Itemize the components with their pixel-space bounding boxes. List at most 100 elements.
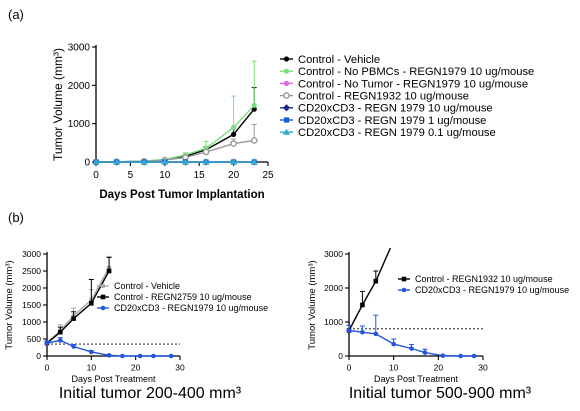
y-tick-label: 1000 <box>22 317 41 327</box>
legend-label: CD20xCD3 - REGN1979 10 ug/mouse <box>415 285 569 295</box>
legend-label: Control - REGN1932 10 ug/mouse <box>415 274 553 284</box>
panel-label-b: (b) <box>8 210 24 225</box>
data-point <box>89 301 94 306</box>
y-tick-label: 2000 <box>324 283 343 293</box>
x-axis-title: Days Post Treatment <box>374 374 459 384</box>
data-point <box>202 148 210 156</box>
x-tick-label: 20 <box>131 363 141 373</box>
y-axis-title: Tumor Volume (mm³) <box>307 260 318 349</box>
legend-label: CD20xCD3 - REGN 1979 0.1 ug/mouse <box>298 127 496 139</box>
legend-marker <box>401 287 407 293</box>
caption-right: Initial tumor 500-900 mm³ <box>349 385 532 402</box>
legend-marker <box>282 104 291 112</box>
x-tick-label: 5 <box>128 170 134 181</box>
data-point <box>71 316 76 321</box>
data-point <box>58 329 63 335</box>
series-line <box>46 270 110 344</box>
data-point <box>140 158 148 165</box>
y-tick-label: 2000 <box>68 81 91 92</box>
data-point <box>137 353 143 359</box>
data-point <box>391 238 396 243</box>
y-tick-label: 2500 <box>22 266 41 276</box>
data-point <box>409 346 414 351</box>
legend-marker <box>283 92 290 99</box>
data-point <box>230 140 237 147</box>
y-tick-label: 1000 <box>324 317 343 327</box>
legend-label: CD20xCD3 - REGN 1979 1 ug/mouse <box>298 115 486 127</box>
chart-panel-b-right: 0 1000 2000 3000 0 10 20 30 Days Post Treatment T… <box>307 238 569 384</box>
legend-marker <box>282 128 291 135</box>
data-point <box>113 158 121 165</box>
legend-label: CD20xCD3 - REGN1979 10 ug/mouse <box>114 303 268 313</box>
data-point <box>120 353 125 359</box>
y-axis-title: Tumor Volume (mm³) <box>51 48 65 161</box>
legend-marker <box>283 68 290 74</box>
data-point <box>161 158 169 165</box>
chart-panel-a: 0 1000 2000 3000 0 5 10 15 20 25 Days Post Tumor I… <box>51 43 534 202</box>
x-tick-label: 20 <box>228 170 240 181</box>
series-line <box>348 248 392 331</box>
data-point <box>391 341 396 347</box>
data-point <box>71 344 76 349</box>
data-point <box>250 137 258 144</box>
legend-label: Control - REGN2759 10 ug/mouse <box>114 292 252 302</box>
legend-marker <box>401 276 407 282</box>
data-point <box>230 158 238 165</box>
data-point <box>181 158 190 165</box>
caption-left: Initial tumor 200-400 mm³ <box>59 385 242 402</box>
x-tick-label: 0 <box>347 363 352 373</box>
y-tick-label: 3000 <box>68 43 91 54</box>
y-tick-label: 0 <box>36 351 41 361</box>
data-point <box>471 353 477 359</box>
data-point <box>89 349 94 355</box>
chart-panel-b-left: 0 500 1000 1500 2000 2500 3000 0 10 20 30 Days Post… <box>4 249 268 384</box>
data-point <box>231 124 237 131</box>
y-tick-label: 1000 <box>68 119 91 130</box>
data-point <box>251 106 257 112</box>
y-tick-label: 500 <box>27 334 41 344</box>
y-tick-label: 1500 <box>22 300 41 310</box>
legend-marker <box>100 283 106 289</box>
series-line <box>95 104 255 163</box>
x-tick-label: 30 <box>175 363 185 373</box>
x-tick-label: 15 <box>194 170 206 181</box>
legend-marker <box>283 56 290 62</box>
data-point <box>346 328 352 333</box>
plot-area <box>346 238 477 359</box>
y-tick-label: 2000 <box>22 283 41 293</box>
data-point <box>251 102 257 108</box>
series-line <box>348 329 475 357</box>
data-point <box>202 158 210 165</box>
legend-marker <box>100 305 106 311</box>
panel-label-a: (a) <box>8 7 24 22</box>
data-point <box>250 158 258 165</box>
x-axis-title: Days Post Tumor Implantation <box>99 189 264 201</box>
data-point <box>168 353 174 359</box>
series-line <box>95 108 255 163</box>
x-tick-label: 30 <box>478 363 488 373</box>
x-tick-label: 25 <box>262 170 274 181</box>
legend-label: Control - Vehicle <box>298 54 380 66</box>
data-point <box>458 353 463 359</box>
data-point <box>440 353 446 358</box>
data-point <box>92 158 100 165</box>
y-axis-title: Tumor Volume (mm³) <box>4 260 15 349</box>
data-point <box>44 340 50 346</box>
legend-label: Control - No Tumor - REGN1979 10 ug/mous… <box>298 78 528 90</box>
data-point <box>360 302 365 308</box>
x-tick-label: 0 <box>93 170 99 181</box>
plot-area <box>44 255 174 359</box>
plot-area <box>92 60 258 166</box>
x-tick-label: 10 <box>159 170 171 181</box>
y-tick-label: 0 <box>84 158 90 169</box>
y-tick-label: 0 <box>338 351 343 361</box>
legend-marker <box>100 294 106 300</box>
data-point <box>373 278 379 284</box>
y-tick-label: 3000 <box>324 249 343 259</box>
legend-marker <box>283 80 290 86</box>
series-line <box>46 267 110 344</box>
data-point <box>422 350 428 355</box>
data-point <box>231 131 237 137</box>
x-tick-label: 0 <box>45 363 50 373</box>
